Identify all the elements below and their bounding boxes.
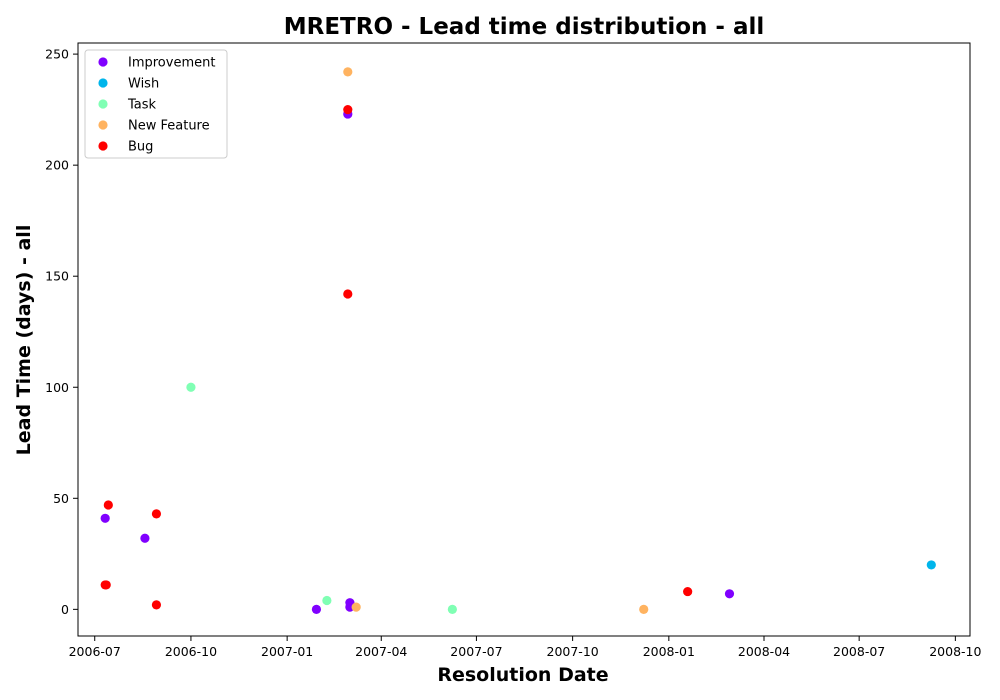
data-point [311,604,322,614]
y-tick-label: 200 [45,158,69,173]
data-point [683,586,693,597]
legend-label: Bug [128,140,153,155]
x-axis: 2006-07 2006-10 2007-01 2007-04 2007-07 2007-… [69,636,982,659]
data-point [343,289,353,299]
data-point [343,105,353,115]
y-tick-label: 50 [53,491,69,506]
x-tick-label: 2007-07 [450,644,502,659]
legend: Improvement Wish Task New Feature Bug [84,49,228,159]
y-tick-label: 250 [45,47,69,62]
data-point [447,604,457,614]
legend-label: Improvement [128,56,215,71]
series-new-feature [343,67,649,614]
data-point [343,67,353,77]
x-tick-label: 2007-10 [547,644,599,659]
y-tick-label: 100 [45,380,69,395]
y-tick-label: 0 [61,602,69,617]
y-axis-label: Lead Time (days) - all [13,225,35,456]
legend-label: Wish [128,77,159,92]
data-point [151,509,162,519]
x-tick-label: 2008-01 [643,644,695,659]
x-axis-label: Resolution Date [437,664,608,686]
data-point [351,602,361,612]
plot-frame [77,42,971,637]
legend-label: Task [127,98,157,113]
x-tick-label: 2007-01 [261,644,313,659]
data-point [101,580,111,590]
x-tick-label: 2007-04 [355,644,407,659]
legend-marker [98,99,108,109]
legend-marker [98,57,108,67]
x-tick-label: 2006-07 [69,644,121,659]
data-point [639,604,649,614]
x-tick-label: 2008-07 [833,644,885,659]
legend-marker [98,141,108,151]
data-point [724,589,735,599]
plot-area [100,67,936,614]
data-point [151,600,162,610]
data-point [103,500,113,510]
data-point [100,513,110,523]
y-tick-label: 150 [45,269,69,284]
x-tick-label: 2008-10 [929,644,981,659]
chart-title: MRETRO - Lead time distribution - all [284,14,765,40]
series-bug [100,105,693,610]
legend-box [84,49,228,159]
series-wish [926,560,936,570]
series-task [186,382,457,614]
y-axis: 0 50 100 150 200 250 [45,47,78,617]
legend-marker [98,78,108,88]
x-tick-label: 2008-04 [738,644,790,659]
data-point [140,533,150,543]
legend-label: New Feature [128,119,210,134]
data-point [926,560,936,570]
data-point [322,595,332,606]
legend-marker [98,120,108,130]
data-point [186,382,196,392]
x-tick-label: 2006-10 [165,644,217,659]
